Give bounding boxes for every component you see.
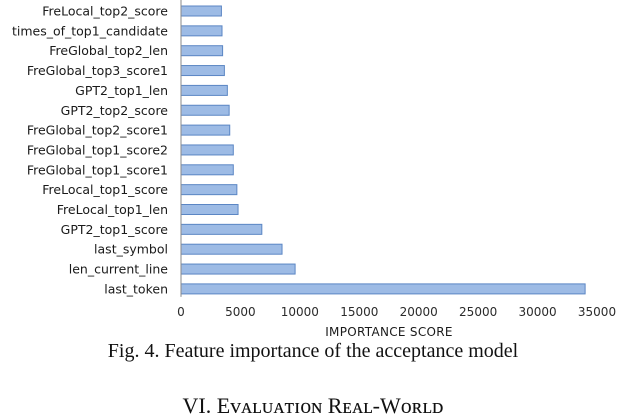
bar-freglobal-top2-len <box>180 45 224 57</box>
bar-freglobal-top1-score1 <box>180 164 234 176</box>
category-label: len_current_line <box>69 262 169 277</box>
feature-importance-chart: FreLocal_top2_score times_of_top1_candida… <box>12 0 616 338</box>
category-label: FreLocal_top1_len <box>57 202 168 217</box>
bar-gpt2-top2-score <box>180 104 230 116</box>
category-label: GPT2_top2_score <box>61 103 169 118</box>
x-tick-label: 5000 <box>225 305 256 319</box>
x-tick-label: 15000 <box>340 305 378 319</box>
category-label: FreLocal_top1_score <box>42 182 168 197</box>
x-tick-label: 0 <box>177 305 185 319</box>
bar-frelocal-top1-score <box>180 184 238 196</box>
bar-last-token <box>180 283 586 295</box>
category-label: last_token <box>104 281 168 296</box>
category-label: times_of_top1_candidate <box>12 23 168 38</box>
x-tick-label: 10000 <box>281 305 319 319</box>
category-label: FreGlobal_top2_len <box>49 43 168 58</box>
x-tick-label: 30000 <box>518 305 556 319</box>
bar-freglobal-top2-score1 <box>180 124 231 136</box>
category-label: GPT2_top1_score <box>61 222 169 237</box>
next-section-heading: VI. Eᴠᴀʟᴜᴀᴛɪᴏɴ Rᴇᴀʟ-Wᴏʀʟᴅ <box>182 393 444 418</box>
bar-len-current-line <box>180 263 296 275</box>
x-axis-title: IMPORTANCE SCORE <box>325 325 453 338</box>
category-label: GPT2_top1_len <box>75 83 168 98</box>
category-label: FreGlobal_top1_score1 <box>27 162 168 177</box>
x-tick-label: 25000 <box>459 305 497 319</box>
bar-gpt2-top1-len <box>180 84 228 96</box>
bar-gpt2-top1-score <box>180 223 263 235</box>
category-label: FreGlobal_top2_score1 <box>27 123 168 138</box>
bar-frelocal-top2-score <box>180 5 222 17</box>
x-tick-label: 20000 <box>400 305 438 319</box>
bar-times-of-top1-candidate <box>180 25 223 37</box>
bar-frelocal-top1-len <box>180 204 239 215</box>
category-label: FreGlobal_top3_score1 <box>27 63 168 78</box>
x-tick-label: 35000 <box>578 305 616 319</box>
category-label: FreLocal_top2_score <box>42 4 168 19</box>
bar-freglobal-top1-score2 <box>180 144 234 156</box>
bar-freglobal-top3-score1 <box>180 65 225 77</box>
bar-last-symbol <box>180 243 283 255</box>
category-label: FreGlobal_top1_score2 <box>27 142 168 157</box>
category-label: last_symbol <box>94 242 168 257</box>
figure-caption: Fig. 4. Feature importance of the accept… <box>107 340 519 362</box>
